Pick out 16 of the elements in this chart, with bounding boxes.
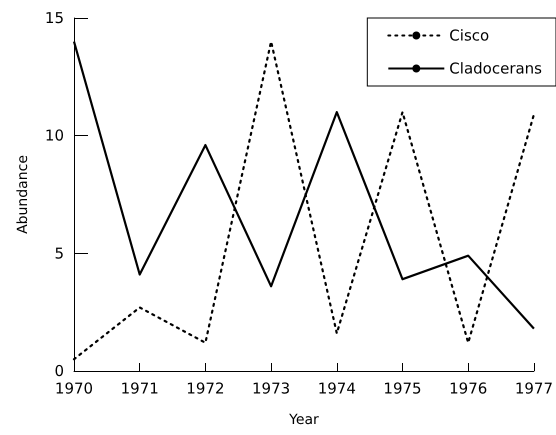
x-axis-title: Year	[288, 412, 320, 428]
x-tick-label: 1970	[54, 380, 94, 398]
x-tick-label: 1976	[449, 380, 488, 398]
y-tick-label: 0	[54, 362, 64, 380]
legend-label: Cisco	[449, 26, 490, 44]
x-tick-label: 1975	[383, 380, 422, 398]
x-tick-label: 1973	[252, 380, 290, 398]
y-axis-title: Abundance	[15, 155, 31, 234]
y-tick-label: 5	[54, 244, 64, 262]
x-tick-label: 1971	[120, 380, 159, 398]
y-tick-label: 10	[44, 126, 64, 145]
legend-label: Cladocerans	[449, 60, 542, 78]
x-tick-label: 1977	[514, 380, 554, 398]
x-tick-label: 1974	[318, 380, 356, 398]
x-tick-label: 1972	[186, 380, 224, 398]
y-tick-label: 15	[44, 9, 64, 27]
